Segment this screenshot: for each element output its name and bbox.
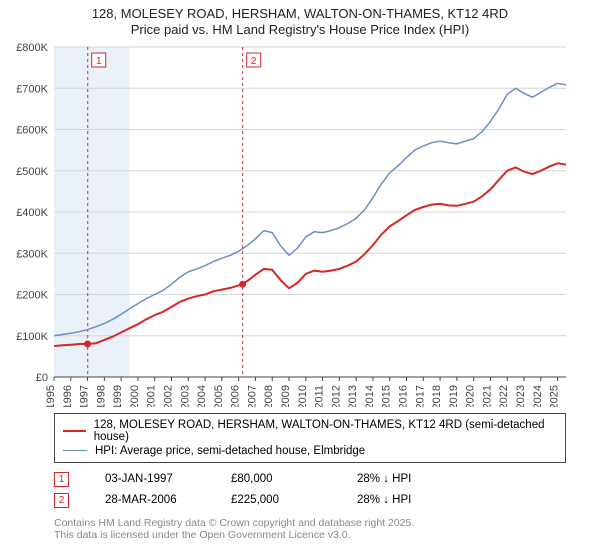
svg-text:2011: 2011 <box>314 385 326 407</box>
svg-text:£200K: £200K <box>16 289 48 301</box>
svg-text:1995: 1995 <box>45 385 57 407</box>
legend-label: HPI: Average price, semi-detached house,… <box>95 445 365 457</box>
legend-row: HPI: Average price, semi-detached house,… <box>63 444 557 458</box>
marker-row: 1 03-JAN-1997 £80,000 28% ↓ HPI <box>54 469 566 490</box>
svg-text:2018: 2018 <box>431 385 443 407</box>
svg-text:2009: 2009 <box>280 385 292 407</box>
root: 128, MOLESEY ROAD, HERSHAM, WALTON-ON-TH… <box>0 0 600 560</box>
legend-label: 128, MOLESEY ROAD, HERSHAM, WALTON-ON-TH… <box>94 419 557 443</box>
svg-text:2005: 2005 <box>213 385 225 407</box>
svg-text:2019: 2019 <box>448 385 460 407</box>
svg-text:2010: 2010 <box>297 385 309 407</box>
svg-text:2004: 2004 <box>196 385 208 407</box>
chart-svg: £0 £100K £200K £300K £400K £500K £600K £700K £80… <box>0 41 600 407</box>
svg-text:2023: 2023 <box>515 385 527 407</box>
chart-titles: 128, MOLESEY ROAD, HERSHAM, WALTON-ON-TH… <box>0 0 600 41</box>
svg-text:1996: 1996 <box>62 385 74 407</box>
legend: 128, MOLESEY ROAD, HERSHAM, WALTON-ON-TH… <box>54 413 566 463</box>
svg-text:2008: 2008 <box>263 385 275 407</box>
marker-delta: 28% ↓ HPI <box>357 494 467 506</box>
svg-text:1998: 1998 <box>95 385 107 407</box>
marker-table: 1 03-JAN-1997 £80,000 28% ↓ HPI 2 28-MAR… <box>54 469 566 511</box>
svg-text:£100K: £100K <box>16 330 48 342</box>
title-line-2: Price paid vs. HM Land Registry's House … <box>10 22 590 38</box>
svg-text:2012: 2012 <box>330 385 342 407</box>
svg-text:2001: 2001 <box>146 385 158 407</box>
license-line-1: Contains HM Land Registry data © Crown c… <box>54 517 566 529</box>
svg-text:2002: 2002 <box>163 385 175 407</box>
svg-text:2003: 2003 <box>179 385 191 407</box>
marker-badge-1: 1 <box>54 472 69 487</box>
marker-date: 03-JAN-1997 <box>105 473 195 485</box>
marker-price: £80,000 <box>231 473 321 485</box>
svg-text:2021: 2021 <box>481 384 493 406</box>
svg-text:2025: 2025 <box>549 385 561 407</box>
svg-text:£600K: £600K <box>16 124 48 136</box>
svg-text:2022: 2022 <box>498 385 510 407</box>
chart-area: £0 £100K £200K £300K £400K £500K £600K £700K £80… <box>0 41 600 407</box>
svg-text:£400K: £400K <box>16 207 48 219</box>
svg-text:2: 2 <box>251 56 257 67</box>
svg-text:2014: 2014 <box>364 385 376 407</box>
svg-text:£800K: £800K <box>16 42 48 54</box>
marker-badge-2: 2 <box>54 493 69 508</box>
svg-text:2006: 2006 <box>230 385 242 407</box>
svg-text:2013: 2013 <box>347 385 359 407</box>
legend-swatch-price-paid <box>63 430 86 432</box>
license-text: Contains HM Land Registry data © Crown c… <box>54 517 566 541</box>
svg-text:2017: 2017 <box>414 385 426 407</box>
svg-text:2007: 2007 <box>246 385 258 407</box>
svg-text:£300K: £300K <box>16 248 48 260</box>
svg-text:£0: £0 <box>36 372 48 384</box>
svg-text:2020: 2020 <box>465 385 477 407</box>
svg-text:1999: 1999 <box>112 385 124 407</box>
svg-text:2024: 2024 <box>532 385 544 407</box>
legend-row: 128, MOLESEY ROAD, HERSHAM, WALTON-ON-TH… <box>63 418 557 444</box>
svg-text:2015: 2015 <box>381 385 393 407</box>
marker-price: £225,000 <box>231 494 321 506</box>
marker-date: 28-MAR-2006 <box>105 494 195 506</box>
marker-row: 2 28-MAR-2006 £225,000 28% ↓ HPI <box>54 490 566 511</box>
svg-text:£500K: £500K <box>16 165 48 177</box>
legend-swatch-hpi <box>63 450 87 451</box>
svg-text:£700K: £700K <box>16 83 48 95</box>
svg-text:2000: 2000 <box>129 385 141 407</box>
license-line-2: This data is licensed under the Open Gov… <box>54 529 566 541</box>
marker-delta: 28% ↓ HPI <box>357 473 467 485</box>
svg-text:1997: 1997 <box>79 385 91 407</box>
svg-text:1: 1 <box>96 56 102 67</box>
svg-text:2016: 2016 <box>398 385 410 407</box>
title-line-1: 128, MOLESEY ROAD, HERSHAM, WALTON-ON-TH… <box>10 6 590 22</box>
